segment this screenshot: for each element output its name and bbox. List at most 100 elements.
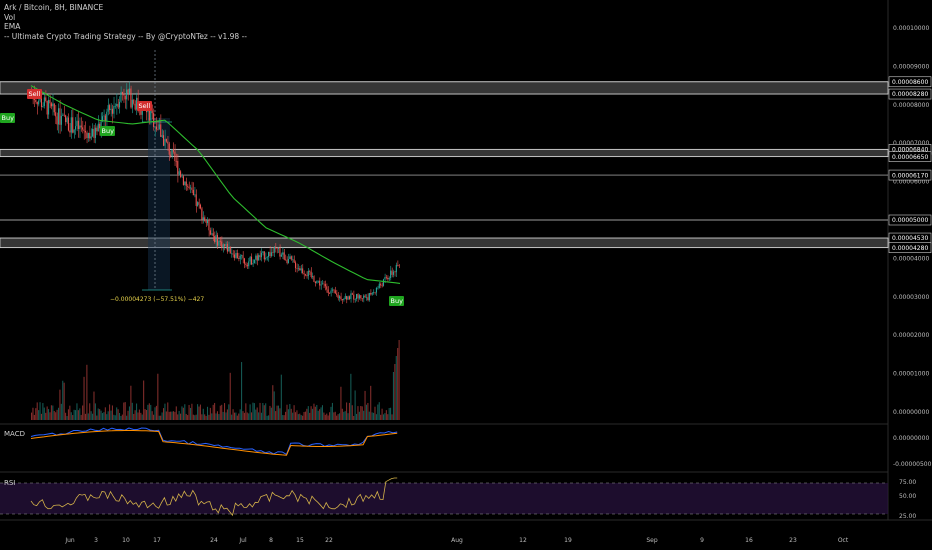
time-tick-label: 24: [210, 537, 218, 544]
volume-bar: [370, 385, 372, 420]
candle-body: [165, 138, 167, 142]
volume-bar: [346, 402, 348, 420]
volume-bar: [124, 402, 126, 420]
candle-body: [336, 293, 338, 296]
volume-bar: [226, 409, 228, 420]
volume-bar: [121, 414, 123, 420]
volume-bar: [224, 403, 226, 420]
volume-bar: [307, 406, 309, 420]
time-tick-label: 9: [700, 537, 704, 544]
candle-body: [334, 290, 336, 294]
resistance-zone: [0, 237, 889, 249]
candle-body: [222, 244, 224, 248]
volume-bar: [245, 403, 247, 420]
volume-bar: [138, 409, 140, 420]
sell-signal: [27, 89, 42, 99]
candle-body: [38, 100, 40, 105]
candle-body: [365, 297, 368, 298]
candle-body: [248, 261, 250, 267]
volume-bar: [110, 410, 112, 420]
candle-body: [262, 251, 264, 253]
volume-bar: [309, 412, 311, 420]
volume-bar: [33, 414, 35, 420]
price-level-label: 0.00006170: [892, 172, 928, 179]
price-tick-label: 0.00009000: [893, 63, 929, 70]
volume-bar: [292, 412, 294, 420]
resistance-zone: [0, 148, 889, 158]
volume-bar: [67, 409, 69, 420]
volume-bar: [184, 404, 186, 420]
volume-bar: [304, 411, 306, 420]
candle-body: [214, 236, 216, 243]
candle-body: [307, 270, 309, 277]
candle-body: [241, 255, 243, 256]
candle-body: [246, 264, 248, 267]
volume-bar: [392, 372, 394, 420]
volume-bar: [253, 403, 255, 420]
candle-body: [99, 123, 101, 129]
volume-bar: [131, 402, 133, 420]
candle-body: [42, 105, 44, 107]
candle-body: [116, 103, 118, 107]
candle-body: [53, 103, 55, 113]
candle-body: [184, 181, 186, 185]
volume-bar: [140, 412, 142, 420]
volume-bar: [79, 408, 81, 420]
rsi-tick-label: 25.00: [899, 513, 916, 520]
volume-bar: [36, 402, 38, 420]
symbol-title[interactable]: Ark / Bitcoin, 8H, BINANCE: [4, 3, 104, 12]
candle-body: [157, 129, 159, 130]
volume-bar: [198, 406, 200, 420]
indicator-strategy[interactable]: -- Ultimate Crypto Trading Strategy -- B…: [4, 31, 247, 41]
candle-body: [356, 293, 358, 300]
volume-bar: [265, 403, 267, 420]
candle-body: [260, 252, 262, 258]
rsi-pane-label[interactable]: RSI: [4, 479, 16, 487]
volume-bar: [221, 404, 223, 420]
volume-bar: [341, 408, 343, 420]
candle-body: [370, 292, 372, 295]
buy-signal: [100, 126, 115, 136]
volume-bar: [314, 406, 316, 420]
volume-bar: [326, 413, 328, 420]
candle-body: [175, 161, 177, 162]
candle-body: [212, 233, 214, 237]
volume-bar: [333, 412, 335, 420]
volume-bar: [320, 407, 322, 420]
candle-body: [206, 219, 209, 224]
volume-bar: [107, 411, 109, 420]
candle-body: [109, 105, 111, 111]
volume-bar: [354, 390, 356, 420]
candle-body: [360, 295, 362, 299]
candle-body: [371, 293, 373, 295]
volume-bar: [109, 404, 111, 420]
volume-bar: [279, 408, 281, 420]
volume-bar: [164, 403, 166, 420]
volume-bar: [282, 415, 284, 420]
candle-body: [233, 254, 236, 258]
candle-body: [111, 108, 113, 114]
candle-body: [385, 277, 387, 278]
indicator-vol[interactable]: Vol: [4, 12, 16, 22]
candle-body: [168, 143, 170, 155]
volume-bar: [249, 404, 251, 420]
candle-body: [133, 99, 135, 104]
candle-body: [394, 271, 396, 273]
candle-body: [216, 234, 218, 246]
volume-bar: [256, 407, 258, 420]
indicator-ema[interactable]: EMA: [4, 22, 21, 31]
candle-body: [155, 126, 157, 130]
price-tick-label: 0.00004000: [893, 255, 929, 262]
volume-bar: [101, 413, 104, 420]
candle-body: [329, 293, 331, 294]
volume-bar: [266, 415, 268, 420]
time-tick-label: Sep: [646, 537, 658, 544]
volume-bar: [330, 406, 332, 420]
volume-bar: [160, 415, 162, 420]
candle-body: [242, 255, 244, 259]
macd-pane-label[interactable]: MACD: [4, 430, 25, 438]
candle-body: [59, 108, 61, 125]
volume-bar: [180, 413, 182, 420]
volume-bar: [384, 413, 386, 420]
